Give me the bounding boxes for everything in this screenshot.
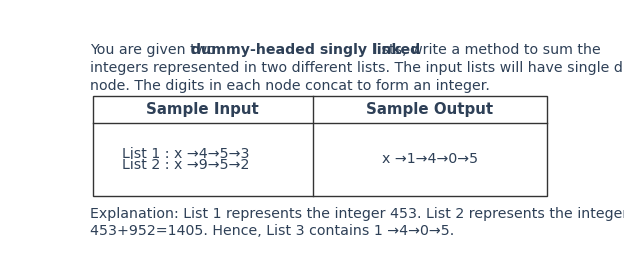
- Text: List 2 : x →9→5→2: List 2 : x →9→5→2: [122, 158, 249, 172]
- Bar: [92, 97, 547, 196]
- Text: Explanation: List 1 represents the integer 453. List 2 represents the integer 95: Explanation: List 1 represents the integ…: [90, 207, 624, 221]
- Text: integers represented in two different lists. The input lists will have single di: integers represented in two different li…: [90, 61, 624, 75]
- Text: lists, write a method to sum the: lists, write a method to sum the: [369, 43, 600, 57]
- Text: 453+952=1405. Hence, List 3 contains 1 →4→0→5.: 453+952=1405. Hence, List 3 contains 1 →…: [90, 224, 454, 238]
- Text: You are given two: You are given two: [90, 43, 220, 57]
- Text: List 1 : x →4→5→3: List 1 : x →4→5→3: [122, 147, 249, 161]
- Text: Sample Input: Sample Input: [146, 102, 259, 117]
- Text: dummy-headed singly linked: dummy-headed singly linked: [191, 43, 421, 57]
- Text: node. The digits in each node concat to form an integer.: node. The digits in each node concat to …: [90, 79, 490, 93]
- Text: x →1→4→0→5: x →1→4→0→5: [382, 152, 478, 167]
- Text: Sample Output: Sample Output: [366, 102, 494, 117]
